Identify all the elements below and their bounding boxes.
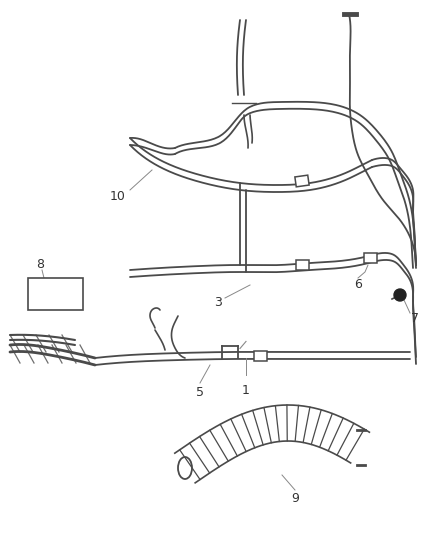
- Circle shape: [394, 289, 406, 301]
- Text: 5: 5: [196, 385, 204, 399]
- Text: 9: 9: [291, 491, 299, 505]
- Bar: [364, 253, 377, 263]
- Bar: [28, 278, 83, 310]
- Text: 6: 6: [354, 279, 362, 292]
- Bar: [295, 175, 309, 187]
- Text: 10: 10: [110, 190, 126, 203]
- Bar: [254, 351, 266, 361]
- Text: 8: 8: [36, 257, 44, 271]
- Text: 1: 1: [242, 384, 250, 397]
- Text: 7: 7: [411, 311, 419, 325]
- Bar: [296, 260, 308, 270]
- Text: 3: 3: [214, 295, 222, 309]
